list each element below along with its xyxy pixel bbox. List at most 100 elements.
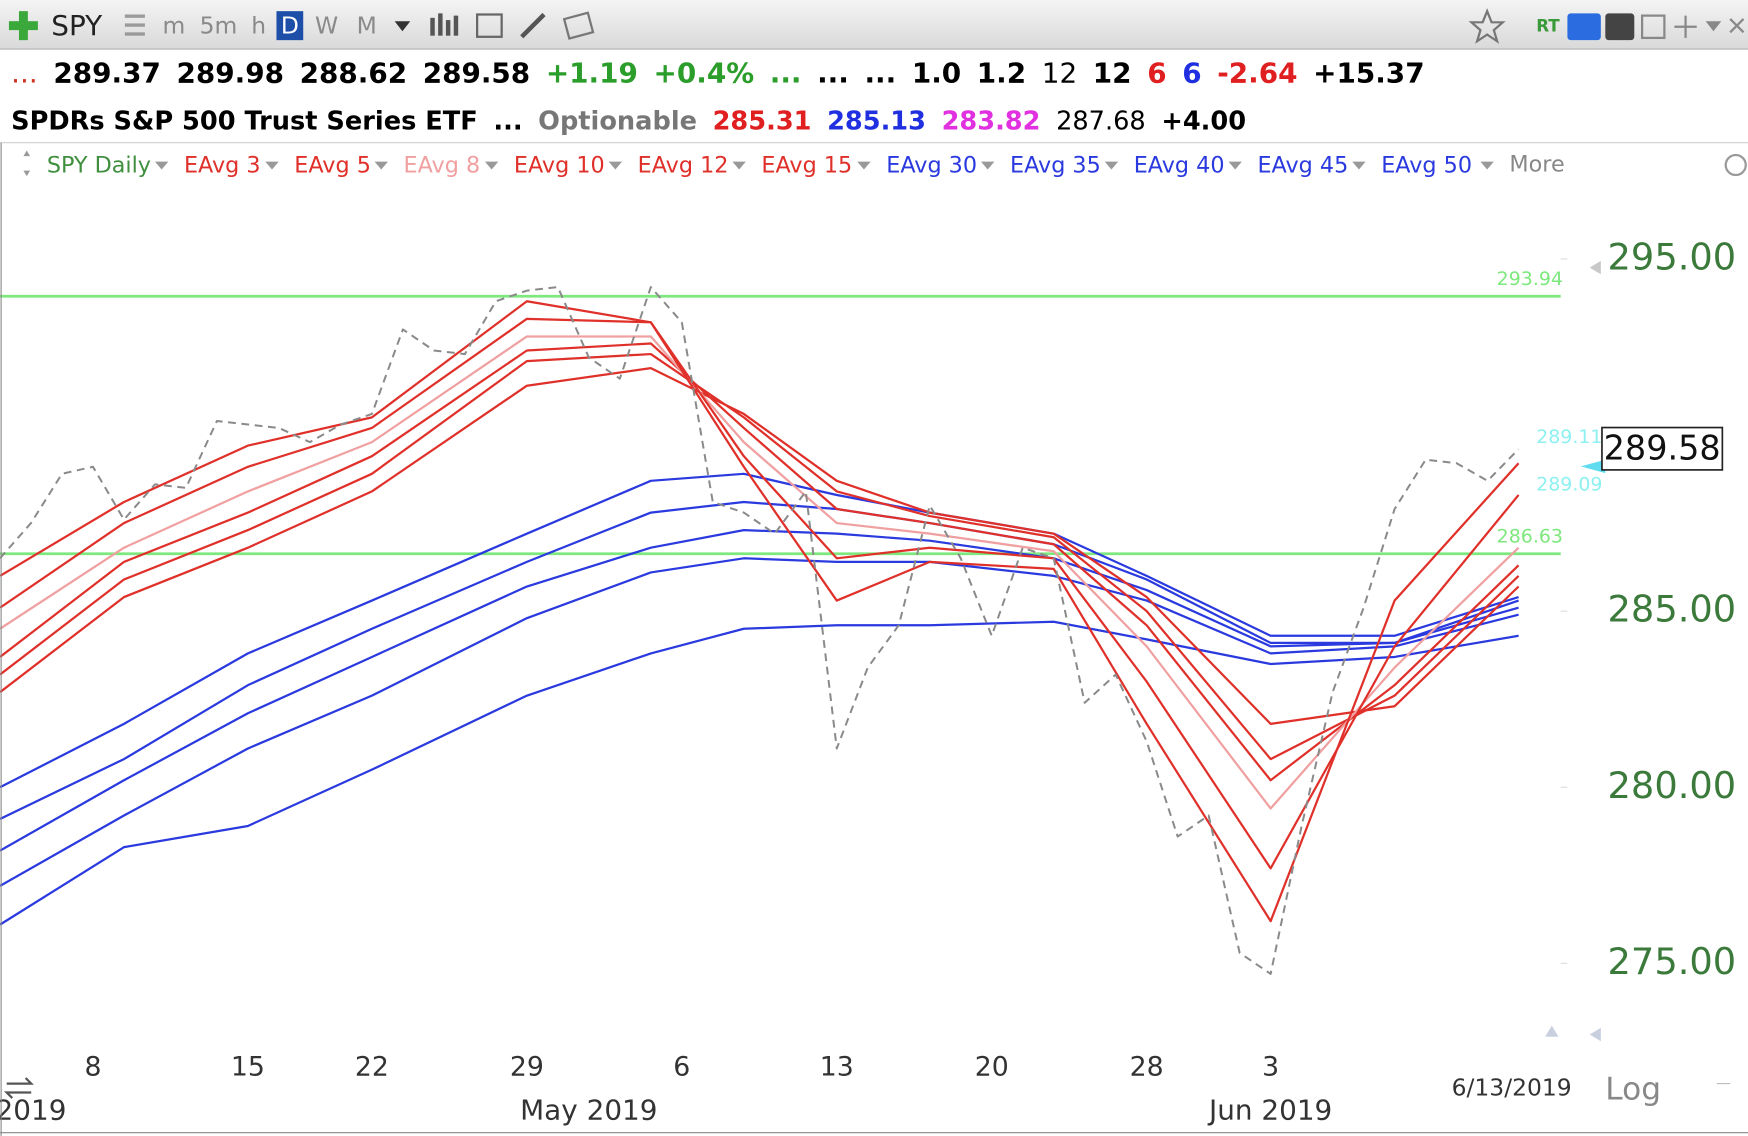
scale-toggle[interactable]: Log — [1605, 1071, 1661, 1107]
quote-item: +4.00 — [1161, 107, 1246, 137]
series-line — [0, 367, 1520, 725]
quote-row: ... 289.37 289.98 288.62 289.58 +1.19 +0.4%...… — [11, 57, 1424, 90]
legend-dropdown[interactable] — [608, 161, 623, 170]
series-line — [0, 472, 1519, 789]
legend-dropdown[interactable] — [1228, 161, 1242, 170]
month-label: Jun 2019 — [1207, 1093, 1332, 1126]
rt-indicator[interactable]: RT — [1536, 15, 1560, 35]
legend-item[interactable]: EAvg 10 — [514, 153, 605, 179]
legend-dropdown[interactable] — [732, 161, 746, 170]
close-icon[interactable] — [1729, 18, 1745, 34]
quote-item: 289.58 — [423, 57, 531, 90]
legend-item[interactable]: EAvg 50 — [1381, 153, 1472, 179]
interval-button[interactable]: h — [251, 11, 266, 39]
legend-item[interactable]: SPY Daily — [47, 153, 151, 179]
legend-item[interactable]: EAvg 30 — [886, 153, 977, 179]
legend-dropdown[interactable] — [265, 161, 279, 170]
series-line — [0, 557, 1519, 887]
legend-item[interactable]: EAvg 45 — [1257, 153, 1348, 179]
quote-item: ... — [817, 57, 849, 90]
quote-item: +0.4% — [654, 57, 755, 90]
quote-item: ... — [864, 57, 896, 90]
legend-dropdown[interactable] — [484, 161, 499, 170]
series-line — [0, 300, 1520, 923]
quote-item: 283.82 — [942, 107, 1041, 137]
legend-item[interactable]: EAvg 8 — [404, 153, 481, 179]
interval-highlight — [276, 11, 304, 41]
s-button[interactable] — [1567, 13, 1601, 41]
quote-item: 285.13 — [827, 107, 926, 137]
table-icon[interactable] — [476, 13, 503, 38]
series-line — [0, 352, 1520, 761]
legend-item[interactable]: EAvg 3 — [184, 153, 261, 179]
quote-item: 6 — [1147, 57, 1166, 90]
legend-dropdown[interactable] — [1480, 161, 1494, 170]
collapse-icon[interactable] — [1705, 21, 1722, 32]
quote-item: 1.2 — [977, 57, 1026, 90]
y-tick-label: 295.00 — [1608, 235, 1737, 278]
legend-item[interactable]: EAvg 12 — [638, 153, 729, 179]
legend: SPY Daily EAvg 3 EAvg 5 EAvg 8 EAvg 10 EAvg 1… — [47, 152, 1565, 179]
interval-button[interactable]: 5m — [200, 11, 238, 39]
x-tick-label: 3 — [1262, 1051, 1279, 1082]
interval-button[interactable]: M — [357, 11, 377, 39]
move-icon[interactable] — [1674, 15, 1697, 38]
legend-dropdown[interactable] — [1104, 161, 1119, 170]
scroll-marker — [1589, 260, 1601, 275]
legend-dropdown[interactable] — [981, 161, 995, 170]
save-icon[interactable] — [1640, 14, 1666, 40]
add-button[interactable] — [8, 11, 38, 41]
series-line — [0, 286, 1520, 975]
series-line — [0, 528, 1519, 852]
quote-item: +1.19 — [546, 57, 638, 90]
y-tick-label: 275.00 — [1608, 940, 1737, 983]
interval-group: m 5m h D W M — [163, 11, 377, 41]
t-button[interactable] — [1605, 13, 1635, 41]
marker-arrow — [1580, 459, 1606, 474]
description-row: SPDRs S&P 500 Trust Series ETF... Optiona… — [11, 107, 1246, 137]
legend-item[interactable]: EAvg 15 — [761, 153, 852, 179]
series-line — [0, 620, 1519, 926]
interval-button[interactable]: D — [281, 11, 299, 39]
y-tick-label: 280.00 — [1608, 764, 1737, 807]
quote-item: Optionable — [538, 107, 697, 137]
price-box-label: 289.58 — [1604, 428, 1721, 467]
quote-item: 285.31 — [713, 107, 812, 137]
quote-item: -2.64 — [1217, 57, 1297, 90]
symbol[interactable]: SPY — [51, 9, 103, 42]
legend-more[interactable]: More — [1509, 152, 1564, 178]
draw-icon[interactable] — [520, 12, 546, 39]
star-icon[interactable] — [1468, 8, 1506, 44]
legend-item[interactable]: EAvg 5 — [294, 153, 371, 179]
quote-item: 289.37 — [53, 57, 161, 90]
x-tick-label: 13 — [820, 1051, 854, 1082]
note-icon[interactable] — [562, 11, 595, 40]
legend-dropdown[interactable] — [857, 161, 871, 170]
legend-dropdown[interactable] — [1352, 161, 1366, 170]
y-tick-label: 285.00 — [1608, 588, 1737, 631]
legend-item[interactable]: EAvg 35 — [1010, 153, 1101, 179]
level-label: 286.63 — [1497, 526, 1563, 548]
dropdown-icon[interactable] — [394, 21, 411, 32]
menu-icon[interactable] — [124, 14, 145, 36]
legend-dropdown[interactable] — [154, 161, 169, 170]
scroll-up-icon[interactable] — [1545, 1025, 1559, 1037]
scroll-left-icon[interactable] — [1589, 1027, 1601, 1042]
quote-item: 288.62 — [300, 57, 408, 90]
quote-item: 289.98 — [176, 57, 284, 90]
interval-button[interactable]: W — [315, 11, 338, 39]
x-tick-label: 29 — [510, 1051, 544, 1082]
marker-label: 289.09 — [1536, 473, 1602, 495]
month-label: May 2019 — [520, 1093, 657, 1126]
quote-item: ... — [11, 57, 38, 90]
legend-item[interactable]: EAvg 40 — [1134, 153, 1225, 179]
chart-type-icon[interactable] — [430, 13, 459, 36]
legend-dropdown[interactable] — [374, 161, 388, 170]
x-tick-label: 22 — [355, 1051, 389, 1082]
refresh-icon[interactable] — [3, 1077, 34, 1099]
interval-button[interactable]: m — [163, 11, 186, 39]
legend-sort-icon[interactable] — [23, 150, 31, 177]
settings-icon[interactable] — [1724, 153, 1747, 177]
quote-item: 12 — [1093, 57, 1132, 90]
x-tick-label: 8 — [84, 1051, 101, 1082]
